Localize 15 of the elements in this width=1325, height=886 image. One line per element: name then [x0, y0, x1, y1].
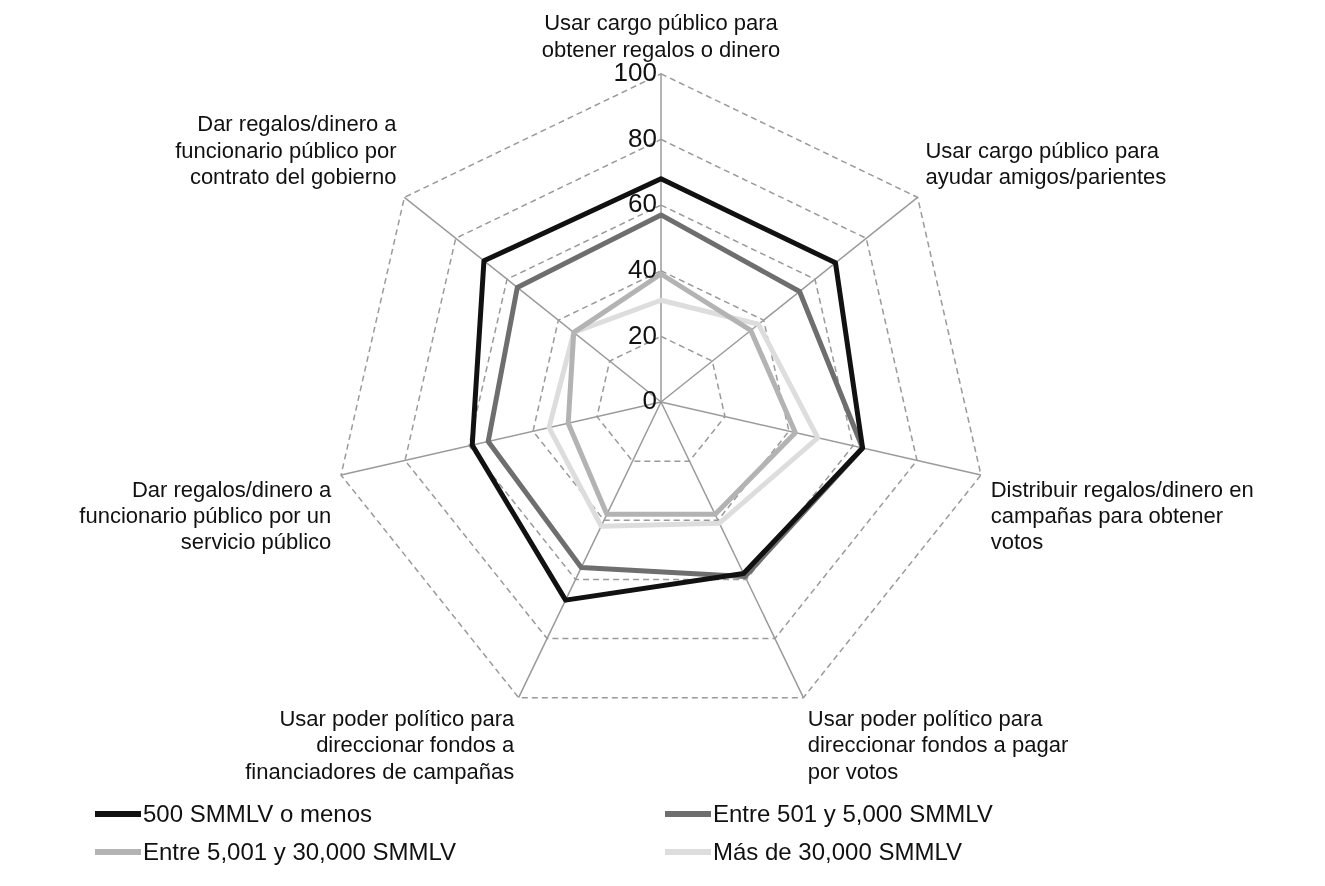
spoke-label: Dar regalos/dinero a funcionario público por un servicio público: [79, 476, 333, 555]
y-tick-label: 80: [628, 122, 657, 153]
spoke-label: Usar cargo público para ayudar amigos/parientes: [925, 137, 1167, 189]
y-tick-label: 40: [628, 253, 657, 284]
y-tick-label: 20: [628, 319, 657, 350]
spoke-label: Usar poder político para direccionar fondos a financiadores de campañas: [245, 705, 516, 784]
y-tick-label: 60: [628, 188, 657, 219]
legend-label: Entre 501 y 5,000 SMMLV: [713, 800, 993, 828]
legend-label: Entre 5,001 y 30,000 SMMLV: [143, 838, 457, 866]
spoke-label: Usar poder político para direccionar fondos a pagar por votos: [807, 705, 1069, 784]
legend-label: 500 SMMLV o menos: [143, 800, 372, 828]
spoke-label: Dar regalos/dinero a funcionario público por contrato del gobierno: [175, 111, 398, 189]
spoke-label: Distribuir regalos/dinero en campañas para obtener votos: [990, 476, 1254, 555]
legend-label: Más de 30,000 SMMLV: [713, 838, 963, 866]
y-tick-label: 0: [642, 385, 657, 416]
